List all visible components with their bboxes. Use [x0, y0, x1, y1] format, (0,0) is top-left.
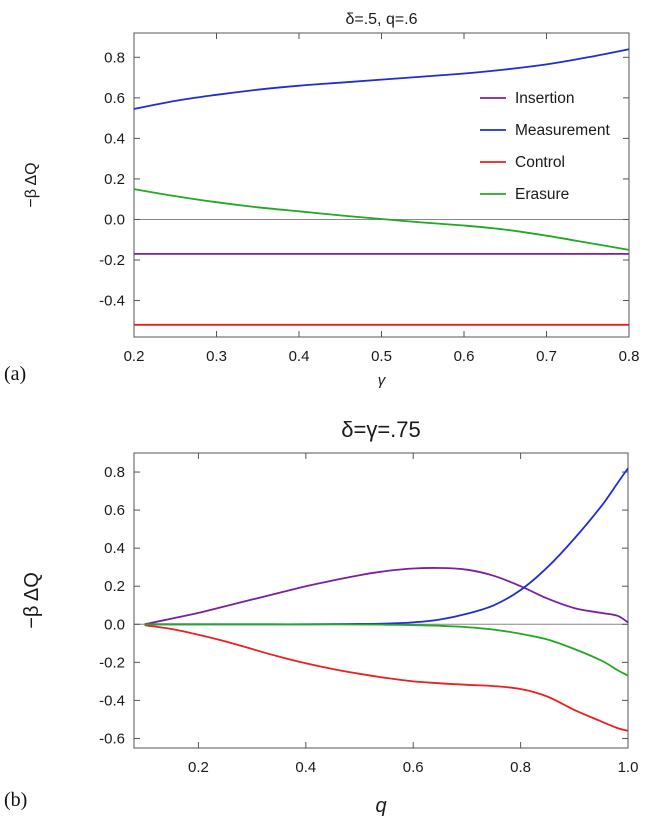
y-tick-label: -0.4: [99, 692, 125, 709]
y-tick-label: 0.6: [104, 502, 125, 519]
y-tick-label: 0.4: [104, 540, 125, 557]
chart-panel-b: 0.2 0.4 0.6 0.8 1.0 -0.6 -0.4 -0.2 0.0 0.2 0.4 0.6 0…: [4, 417, 638, 817]
x-axis-label: γ: [378, 372, 387, 389]
y-tick-label: -0.6: [99, 730, 125, 747]
x-tick-label: 0.4: [289, 348, 310, 365]
y-tick-label: 0.2: [104, 578, 125, 595]
series-line-insertion: [144, 567, 629, 626]
plot-frame: [133, 452, 629, 749]
x-tick-label: 0.6: [454, 348, 475, 365]
y-tick-label: 0.2: [104, 171, 125, 188]
y-tick-label: -0.2: [99, 252, 125, 269]
x-tick-label: 0.5: [371, 348, 392, 365]
x-axis-label: q: [375, 795, 386, 817]
y-tick-label: -0.4: [99, 293, 125, 310]
y-tick-label: 0.4: [104, 130, 125, 147]
panel-label: (b): [4, 789, 27, 811]
chart-title: δ=γ=.75: [341, 417, 421, 442]
y-tick-label: 0.0: [104, 616, 125, 633]
y-tick-label: 0.6: [104, 90, 125, 107]
chart-title: δ=.5, q=.6: [345, 11, 417, 28]
x-tick-label: 0.3: [206, 348, 227, 365]
series-line-erasure: [133, 188, 630, 251]
legend-label-measurement: Measurement: [515, 122, 610, 139]
y-tick-label: 0.0: [104, 211, 125, 228]
legend: Insertion Measurement Control Erasure: [480, 90, 610, 203]
legend-label-insertion: Insertion: [515, 90, 574, 107]
x-tick-label: 0.4: [295, 759, 316, 776]
plot-frame: [133, 32, 630, 338]
x-tick-label: 0.8: [619, 348, 640, 365]
y-axis-label: −β ΔQ: [21, 572, 43, 629]
series-line-measurement: [133, 48, 630, 110]
x-tick-label: 1.0: [618, 759, 639, 776]
x-tick-label: 0.7: [536, 348, 557, 365]
chart-panel-a: 0.2 0.3 0.4 0.5 0.6 0.7 0.8 -0.4 -0.2 0.0 0.2 0.4 0.…: [4, 11, 639, 389]
legend-label-control: Control: [515, 154, 565, 171]
x-tick-label: 0.8: [510, 759, 531, 776]
legend-label-erasure: Erasure: [515, 186, 569, 203]
y-tick-label: -0.2: [99, 654, 125, 671]
y-tick-label: 0.8: [104, 464, 125, 481]
x-tick-label: 0.6: [403, 759, 424, 776]
y-axis-label: −β ΔQ: [23, 162, 40, 207]
x-tick-label: 0.2: [188, 759, 209, 776]
panel-label: (a): [4, 363, 26, 385]
y-tick-label: 0.8: [104, 49, 125, 66]
x-tick-label: 0.2: [124, 348, 145, 365]
series-line-erasure: [144, 623, 629, 677]
series-line-control: [144, 624, 629, 732]
